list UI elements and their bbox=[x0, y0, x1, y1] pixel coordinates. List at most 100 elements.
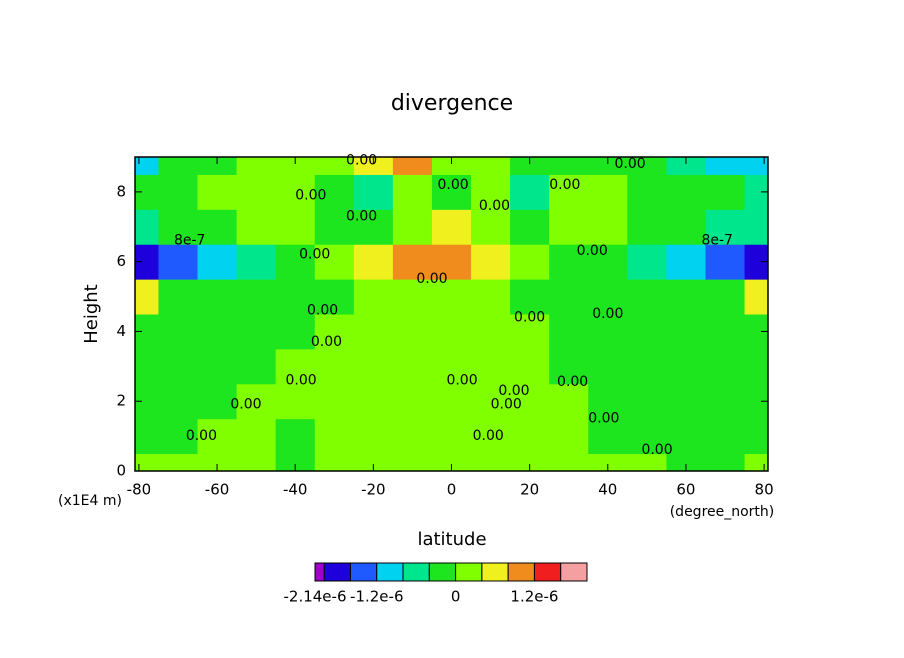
contour-label: 0.00 bbox=[299, 247, 330, 263]
x-tick-label: -20 bbox=[361, 481, 386, 499]
field-cell bbox=[158, 418, 199, 455]
contour-label: 0.00 bbox=[230, 397, 261, 413]
y-tick-label: 2 bbox=[116, 392, 126, 410]
field-cell bbox=[510, 157, 550, 175]
field-cell bbox=[314, 209, 355, 245]
x-tick-label: 40 bbox=[598, 481, 617, 499]
contour-label: 0.00 bbox=[285, 372, 316, 388]
field-cell bbox=[431, 383, 472, 420]
field-cell bbox=[549, 157, 589, 175]
field-cell bbox=[705, 209, 746, 245]
field-cell bbox=[666, 383, 706, 420]
field-cell bbox=[549, 209, 589, 245]
field-cell bbox=[627, 348, 667, 385]
field-cell bbox=[275, 348, 316, 385]
field-cell bbox=[744, 157, 768, 175]
field-cell bbox=[510, 453, 550, 471]
field-cell bbox=[236, 157, 277, 175]
contour-label: 0.00 bbox=[491, 397, 522, 413]
plot-frame bbox=[134, 156, 769, 472]
colorbar-box bbox=[533, 562, 562, 582]
field-cell bbox=[275, 418, 316, 455]
field-cell bbox=[510, 244, 550, 280]
field-cell bbox=[705, 418, 746, 455]
field-cell bbox=[135, 157, 159, 175]
contour-label: 0.00 bbox=[557, 374, 588, 390]
field-cell bbox=[158, 174, 199, 210]
field-cell bbox=[236, 348, 277, 385]
contour-label: 0.00 bbox=[186, 428, 217, 444]
field-cell bbox=[666, 348, 706, 385]
field-cell bbox=[314, 383, 355, 420]
y-tick-label: 6 bbox=[116, 252, 126, 270]
contour-label: 0.00 bbox=[295, 187, 326, 203]
field-cell bbox=[549, 244, 589, 280]
field-cell bbox=[705, 348, 746, 385]
field-cell bbox=[314, 157, 355, 175]
colorbar-box bbox=[507, 562, 535, 582]
field-cell bbox=[431, 314, 472, 350]
field-cell bbox=[197, 209, 238, 245]
field-cell bbox=[275, 279, 316, 315]
field-cell bbox=[627, 314, 667, 350]
field-cell bbox=[197, 157, 238, 175]
field-cell bbox=[471, 244, 511, 280]
field-cell bbox=[158, 244, 199, 280]
field-cell bbox=[236, 314, 277, 350]
field-cell bbox=[197, 453, 238, 471]
field-cell bbox=[627, 279, 667, 315]
field-cell bbox=[158, 453, 199, 471]
field-cell bbox=[158, 157, 199, 175]
field-cell bbox=[236, 453, 277, 471]
contour-label: 0.00 bbox=[346, 208, 377, 224]
contour-label: 0.00 bbox=[588, 411, 619, 427]
field-cell bbox=[471, 314, 511, 350]
y-units: (x1E4 m) bbox=[58, 493, 122, 509]
x-tick-label: 20 bbox=[520, 481, 539, 499]
x-tick-label: -60 bbox=[205, 481, 230, 499]
field-cell bbox=[705, 314, 746, 350]
colorbar-label: -2.14e-6 bbox=[284, 588, 347, 606]
field-cell bbox=[588, 174, 628, 210]
colorbar-box bbox=[481, 562, 509, 582]
field-cell bbox=[135, 418, 159, 455]
field-cell bbox=[549, 279, 589, 315]
colorbar-box bbox=[560, 562, 588, 582]
field-cell bbox=[275, 314, 316, 350]
contour-label: 0.00 bbox=[479, 198, 510, 214]
field-cell bbox=[353, 279, 394, 315]
field-cell bbox=[431, 279, 472, 315]
field-cell bbox=[353, 174, 394, 210]
field-cell bbox=[744, 314, 768, 350]
field-cell bbox=[431, 174, 472, 210]
field-cell bbox=[588, 348, 628, 385]
field-cell bbox=[392, 383, 433, 420]
field-cell bbox=[236, 244, 277, 280]
field-cell bbox=[549, 314, 589, 350]
field-cell bbox=[744, 279, 768, 315]
field-cell bbox=[588, 279, 628, 315]
contour-label: 0.00 bbox=[346, 152, 377, 168]
field-cell bbox=[549, 174, 589, 210]
field-cell bbox=[353, 383, 394, 420]
field-cell bbox=[471, 348, 511, 385]
field-cell bbox=[666, 174, 706, 210]
field-cell bbox=[471, 157, 511, 175]
field-cell bbox=[744, 418, 768, 455]
field-cell bbox=[314, 244, 355, 280]
field-cell bbox=[744, 174, 768, 210]
colorbar-box bbox=[455, 562, 483, 582]
field-cell bbox=[744, 383, 768, 420]
contour-label: 0.00 bbox=[307, 303, 338, 319]
field-cell bbox=[275, 453, 316, 471]
field-cell bbox=[705, 174, 746, 210]
field-cell bbox=[588, 209, 628, 245]
field-cell bbox=[705, 383, 746, 420]
field-cell bbox=[392, 244, 433, 280]
field-cell bbox=[158, 209, 199, 245]
x-tick-label: -80 bbox=[127, 481, 152, 499]
field-cell bbox=[549, 383, 589, 420]
field-cell bbox=[314, 279, 355, 315]
field-cell bbox=[135, 314, 159, 350]
field-cell bbox=[392, 209, 433, 245]
